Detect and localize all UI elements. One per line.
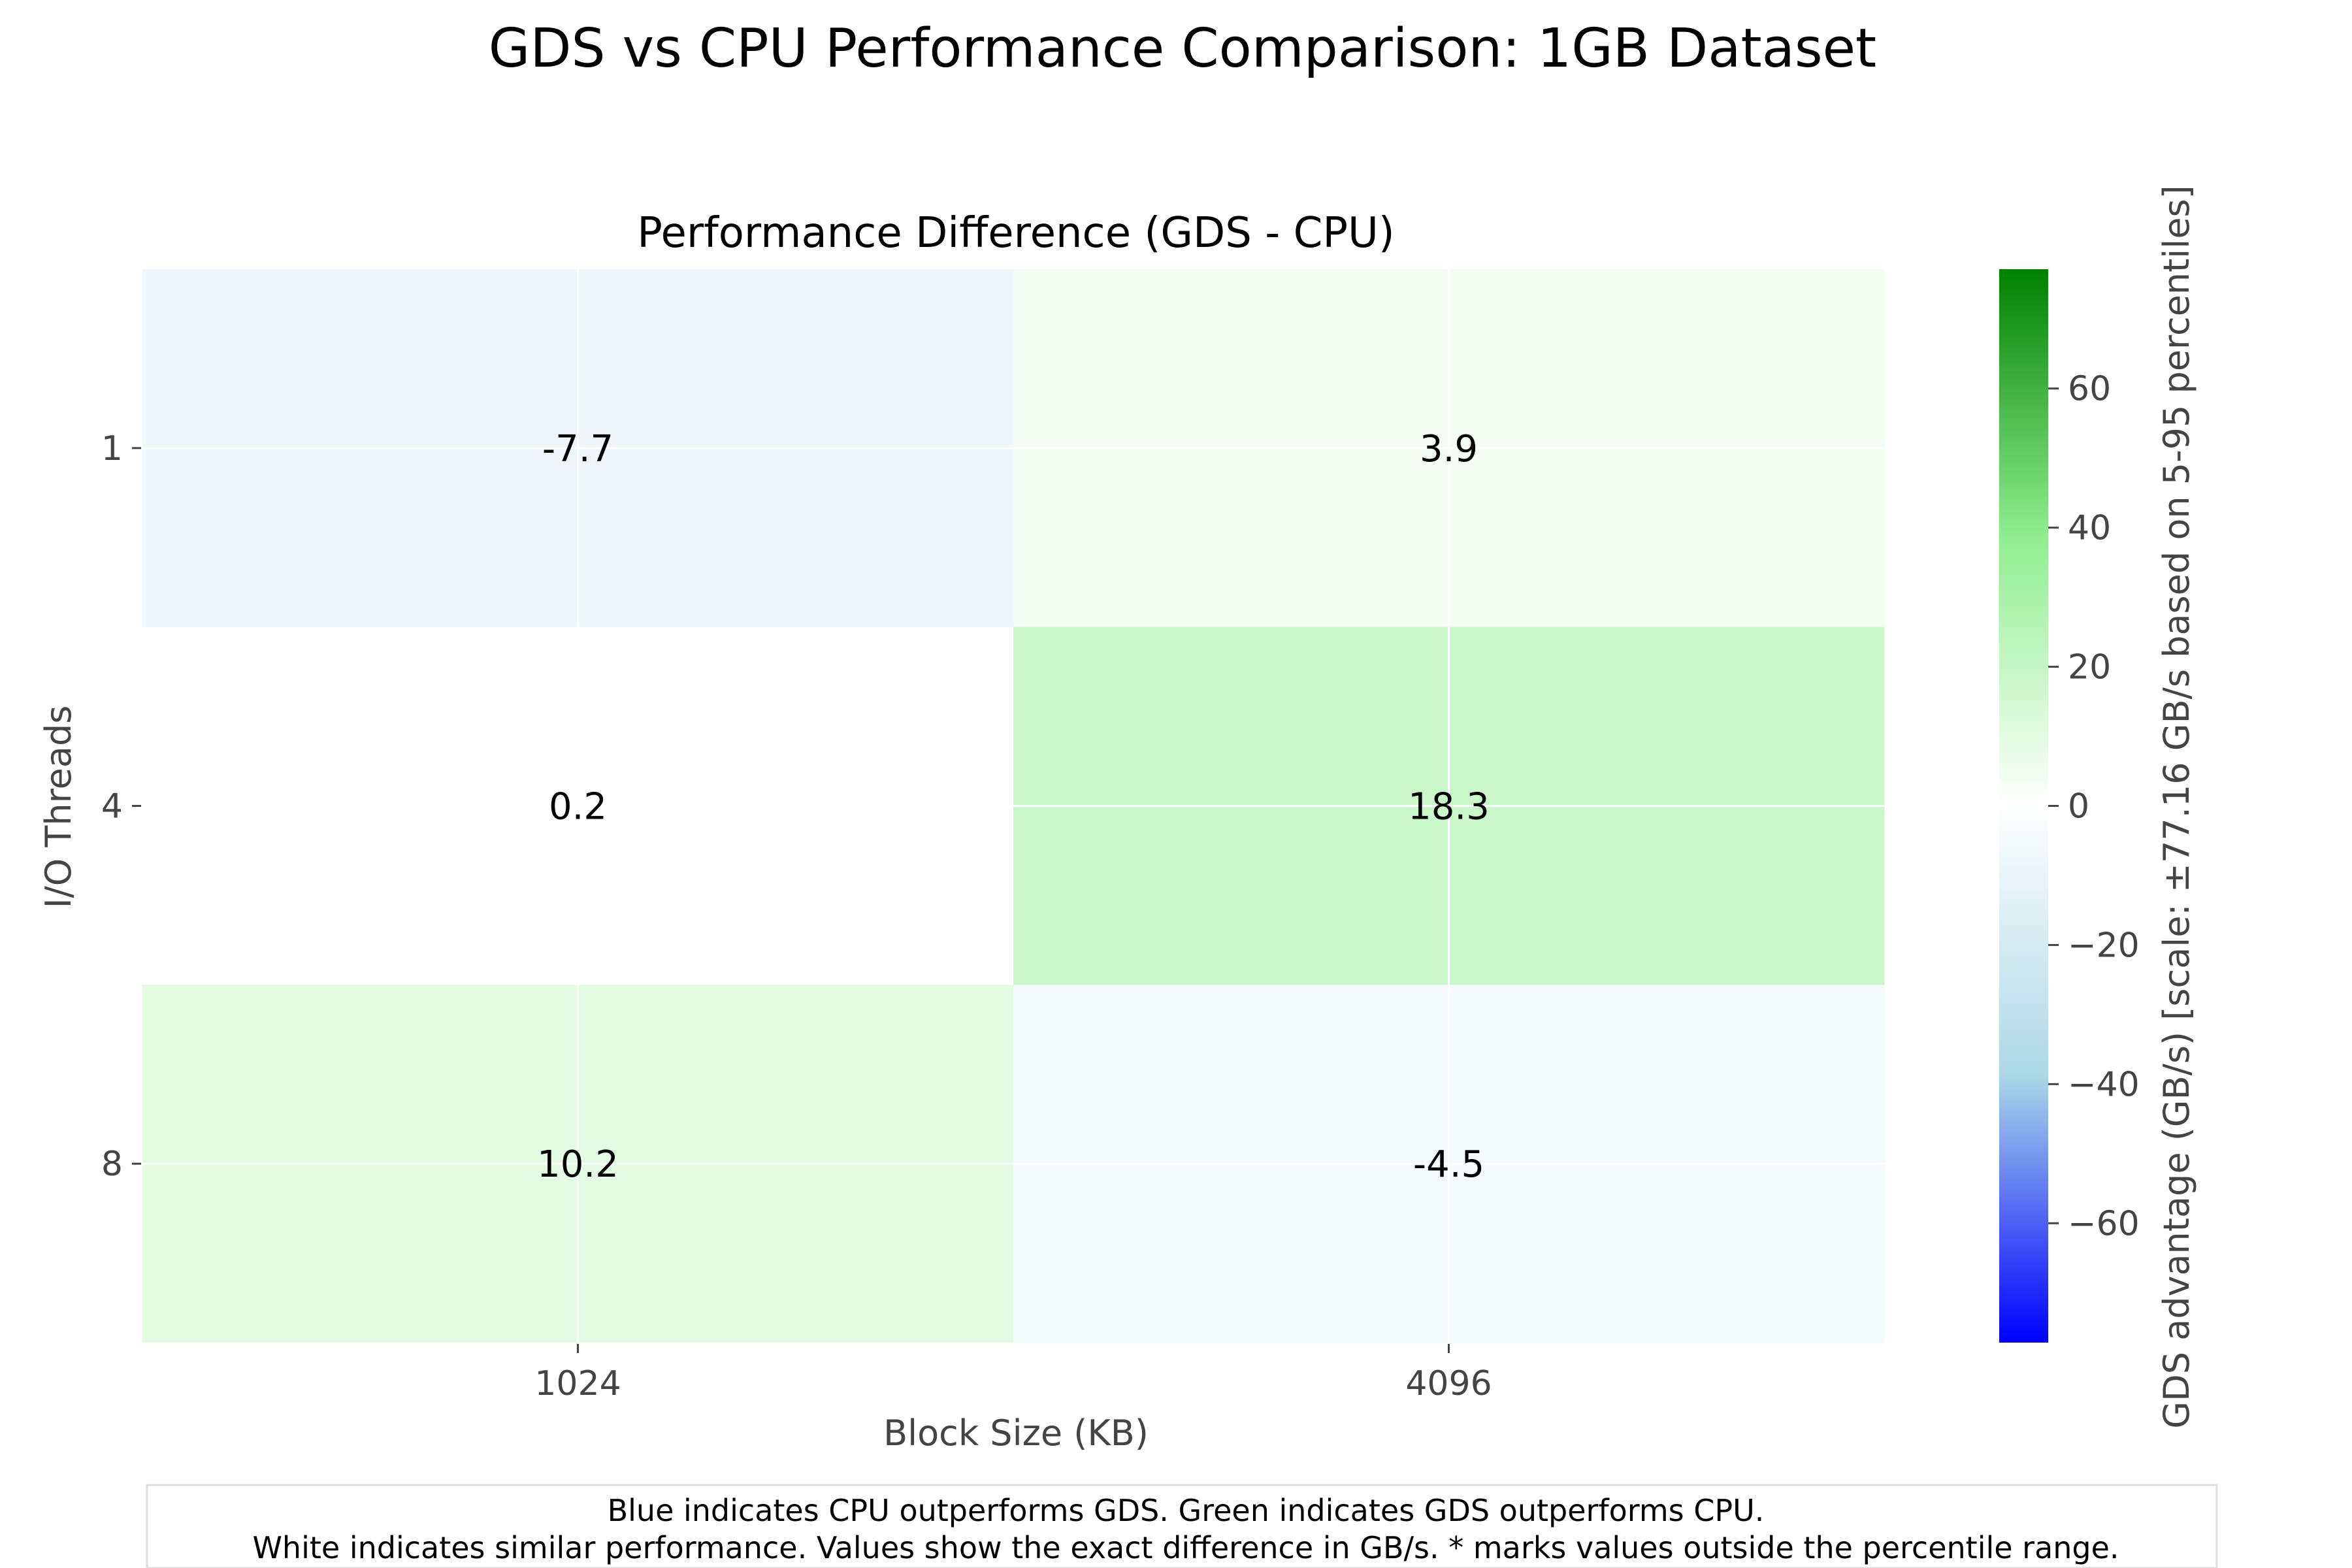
chart-subtitle: Performance Difference (GDS - CPU) xyxy=(637,209,1395,257)
x-axis-label: Block Size (KB) xyxy=(883,1413,1149,1454)
cell-value-label: 18.3 xyxy=(1408,786,1490,828)
cell-value-label: 10.2 xyxy=(537,1143,619,1186)
y-tick-label: 8 xyxy=(101,1145,123,1184)
colorbar-tick-label: 60 xyxy=(2068,370,2111,409)
colorbar-tick-label: 20 xyxy=(2068,648,2111,687)
heatmap-grid xyxy=(142,269,1884,1343)
y-tick-label: 4 xyxy=(101,787,123,826)
colorbar-tick-label: 40 xyxy=(2068,509,2111,548)
caption-line-2: White indicates similar performance. Val… xyxy=(252,1530,2119,1565)
y-axis-label: I/O Threads xyxy=(38,706,79,909)
cell-value-label: -4.5 xyxy=(1413,1143,1484,1186)
colorbar-label: GDS advantage (GB/s) [scale: ±77.16 GB/s… xyxy=(2156,185,2197,1428)
x-tick-label: 4096 xyxy=(1405,1364,1492,1403)
chart-title: GDS vs CPU Performance Comparison: 1GB D… xyxy=(489,18,1876,80)
heatmap-value-labels: -7.7 3.9 0.2 18.3 10.2 -4.5 xyxy=(537,428,1490,1186)
caption-box xyxy=(146,1484,2218,1568)
y-tick-label: 1 xyxy=(101,429,123,468)
cell-value-label: 3.9 xyxy=(1420,428,1478,470)
x-axis-ticks: 1024 4096 xyxy=(534,1344,1492,1403)
caption-line-1: Blue indicates CPU outperforms GDS. Gree… xyxy=(608,1493,1765,1528)
y-axis-ticks: 1 4 8 xyxy=(101,429,141,1184)
colorbar-ticks: 60 40 20 0 −20 −40 −60 xyxy=(2048,370,2140,1243)
colorbar-tick-label: −60 xyxy=(2068,1204,2140,1243)
x-tick-label: 1024 xyxy=(534,1364,621,1403)
cell-value-label: 0.2 xyxy=(549,786,607,828)
cell-value-label: -7.7 xyxy=(542,428,613,470)
colorbar-tick-label: −20 xyxy=(2068,926,2140,965)
colorbar xyxy=(1999,269,2048,1343)
colorbar-tick-label: 0 xyxy=(2068,787,2089,826)
colorbar-tick-label: −40 xyxy=(2068,1065,2140,1104)
